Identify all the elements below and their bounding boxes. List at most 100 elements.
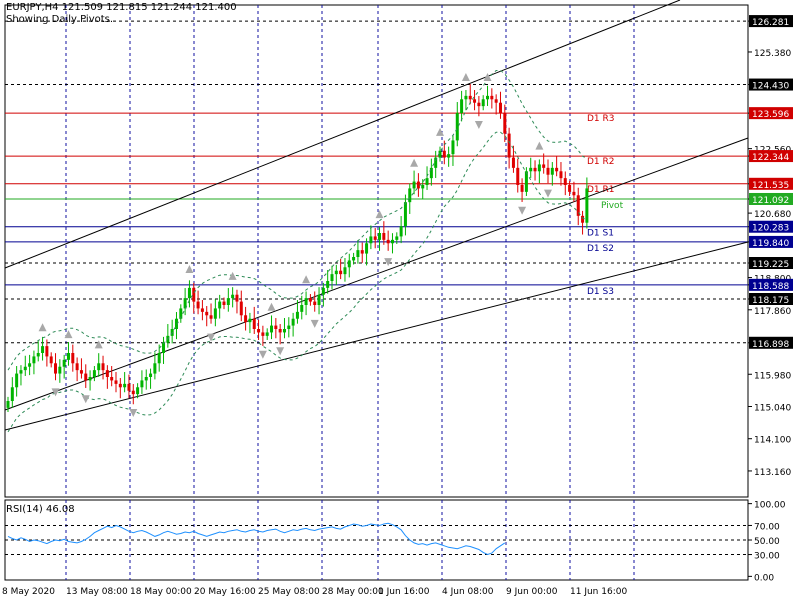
- candle-body: [131, 390, 135, 395]
- candle-body: [162, 342, 166, 353]
- candle-body: [369, 236, 373, 244]
- fractal-down-marker: [518, 206, 527, 215]
- candle-body: [373, 236, 377, 240]
- candle-body: [174, 318, 178, 329]
- candle-body: [416, 181, 420, 189]
- candle-body: [438, 150, 442, 158]
- candle-body: [136, 387, 140, 395]
- candle-body: [6, 401, 10, 408]
- fractal-down-marker: [310, 319, 319, 328]
- candle-body: [365, 243, 369, 254]
- candle-body: [300, 305, 304, 312]
- pivot-level-label: D1 R2: [587, 157, 615, 167]
- candle-body: [101, 363, 105, 371]
- symbol-header: EURJPY,H4 121.509 121.815 121.244 121.40…: [6, 2, 237, 13]
- y-tick-label: 115.040: [754, 403, 791, 413]
- candle-body: [339, 270, 343, 275]
- candle-body: [127, 383, 131, 391]
- candle-body: [32, 356, 36, 364]
- fractal-up-marker: [461, 73, 470, 81]
- x-tick-label: 13 May 08:00: [66, 587, 128, 597]
- candle-body: [434, 157, 438, 168]
- candle-body: [585, 188, 589, 223]
- candle-body: [503, 113, 507, 134]
- y-tick-label: 124.430: [752, 82, 789, 92]
- fractal-up-marker: [185, 265, 194, 273]
- candle-body: [429, 167, 433, 179]
- candle-body: [140, 380, 144, 388]
- candle-body: [213, 308, 217, 319]
- candle-body: [19, 370, 23, 374]
- candle-body: [529, 167, 533, 172]
- trend-line: [4, 137, 749, 411]
- price-level-box: [749, 257, 793, 269]
- candle-body: [200, 308, 204, 312]
- price-level-box: [749, 336, 793, 349]
- x-tick-label: 25 May 08:00: [258, 587, 320, 597]
- candle-body: [486, 95, 490, 100]
- candle-body: [66, 353, 70, 360]
- candle-body: [390, 239, 394, 244]
- candle-body: [304, 298, 308, 305]
- candle-body: [88, 377, 92, 381]
- candle-body: [92, 370, 96, 377]
- candle-body: [378, 233, 382, 240]
- candle-body: [473, 99, 477, 103]
- candle-body: [494, 99, 498, 103]
- candle-body: [97, 363, 101, 371]
- x-tick-label: 11 Jun 16:00: [570, 587, 627, 597]
- lower-envelope-band: [7, 131, 588, 433]
- candle-body: [79, 370, 83, 374]
- candle-body: [533, 167, 537, 172]
- candle-body: [222, 301, 226, 305]
- candle-body: [576, 195, 580, 216]
- x-tick-label: 8 May 2020: [2, 587, 55, 597]
- candle-body: [270, 325, 274, 333]
- candle-body: [447, 154, 451, 158]
- y-tick-label: 114.100: [754, 436, 791, 446]
- x-tick-label: 18 May 00:00: [130, 587, 192, 597]
- rsi-tick-label: 100.00: [754, 501, 786, 511]
- candle-body: [105, 370, 109, 377]
- candle-body: [546, 167, 550, 175]
- candle-body: [330, 274, 334, 281]
- candle-body: [291, 318, 295, 326]
- rsi-tick-label: 70.00: [754, 522, 780, 532]
- candle-body: [399, 226, 403, 237]
- fractal-down-marker: [276, 347, 285, 356]
- y-tick-label: 115.980: [754, 371, 791, 381]
- candle-body: [205, 311, 209, 316]
- candle-body: [187, 287, 191, 299]
- price-level-box: [749, 15, 793, 28]
- price-level-box: [749, 235, 793, 248]
- candle-body: [386, 239, 390, 244]
- candle-body: [226, 298, 230, 305]
- candle-body: [123, 383, 127, 388]
- candle-body: [41, 346, 45, 353]
- main-panel-frame: [4, 4, 749, 498]
- candle-body: [425, 178, 429, 185]
- candle-body: [542, 164, 546, 168]
- candle-body: [149, 373, 153, 377]
- candle-body: [235, 294, 239, 302]
- fractal-up-marker: [410, 158, 419, 167]
- candle-body: [295, 311, 299, 319]
- candle-body: [144, 377, 148, 381]
- candle-body: [490, 95, 494, 100]
- candle-body: [183, 298, 187, 309]
- price-level-box: [749, 293, 793, 305]
- candle-body: [360, 250, 364, 254]
- y-tick-label: 113.160: [754, 468, 791, 478]
- rsi-tick-label: 0.00: [754, 573, 774, 583]
- rsi-tick-label: 50.00: [754, 537, 780, 547]
- candle-body: [550, 167, 554, 175]
- candle-body: [498, 102, 502, 113]
- candle-body: [49, 356, 53, 364]
- candle-body: [239, 301, 243, 316]
- fractal-down-marker: [81, 395, 90, 404]
- fractal-down-marker: [384, 258, 393, 267]
- fractal-up-marker: [375, 210, 384, 219]
- fractal-down-marker: [544, 189, 552, 198]
- candle-body: [442, 150, 446, 158]
